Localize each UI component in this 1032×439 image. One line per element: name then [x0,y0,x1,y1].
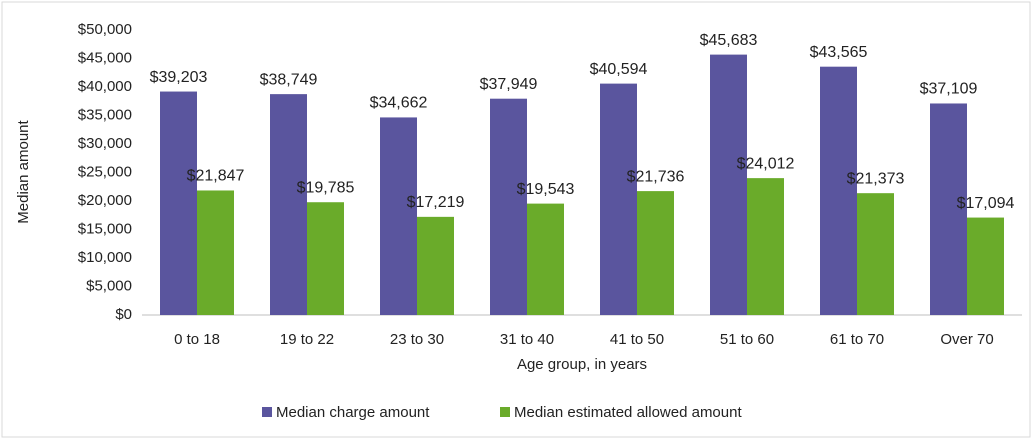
y-tick-label: $25,000 [78,163,132,180]
data-label: $17,094 [957,195,1015,212]
y-tick-label: $5,000 [86,277,132,294]
y-tick-label: $50,000 [78,21,132,38]
bar [527,203,564,315]
bar [160,91,197,315]
bar [747,178,784,315]
data-label: $40,594 [590,61,648,78]
x-tick-label: Over 70 [940,331,993,348]
data-label: $21,736 [627,168,685,185]
y-axis-title: Median amount [15,119,32,223]
legend-swatch [262,407,272,417]
data-label: $24,012 [737,155,795,172]
y-tick-label: $45,000 [78,49,132,66]
legend-swatch [500,407,510,417]
y-tick-label: $15,000 [78,220,132,237]
bar [417,216,454,315]
bar [967,217,1004,315]
data-label: $37,949 [480,76,538,93]
y-tick-label: $10,000 [78,249,132,266]
bar [857,193,894,315]
y-tick-label: $30,000 [78,135,132,152]
x-tick-label: 61 to 70 [830,331,884,348]
data-label: $21,847 [187,168,245,185]
data-label: $45,683 [700,32,758,49]
x-tick-label: 19 to 22 [280,331,334,348]
bar [637,191,674,315]
bar [270,94,307,315]
bar [600,83,637,315]
data-label: $19,543 [517,181,575,198]
legend-label: Median charge amount [276,404,430,421]
legend-label: Median estimated allowed amount [514,404,742,421]
bar [820,66,857,315]
x-axis-title: Age group, in years [517,356,647,373]
y-tick-label: $40,000 [78,78,132,95]
x-tick-label: 41 to 50 [610,331,664,348]
data-label: $37,109 [920,81,978,98]
bar [930,103,967,315]
y-tick-label: $35,000 [78,106,132,123]
x-tick-label: 23 to 30 [390,331,444,348]
y-tick-label: $20,000 [78,192,132,209]
y-tick-label: $0 [115,306,132,323]
x-tick-label: 51 to 60 [720,331,774,348]
data-label: $34,662 [370,95,428,112]
data-label: $38,749 [260,71,318,88]
bar [197,190,234,315]
bar [710,54,747,315]
data-label: $19,785 [297,179,355,196]
bar [307,202,344,315]
x-tick-label: 0 to 18 [174,331,220,348]
data-label: $39,203 [150,69,208,86]
data-label: $43,565 [810,44,868,61]
x-tick-label: 31 to 40 [500,331,554,348]
data-label: $21,373 [847,170,905,187]
bar [380,117,417,315]
bar [490,98,527,315]
data-label: $17,219 [407,194,465,211]
